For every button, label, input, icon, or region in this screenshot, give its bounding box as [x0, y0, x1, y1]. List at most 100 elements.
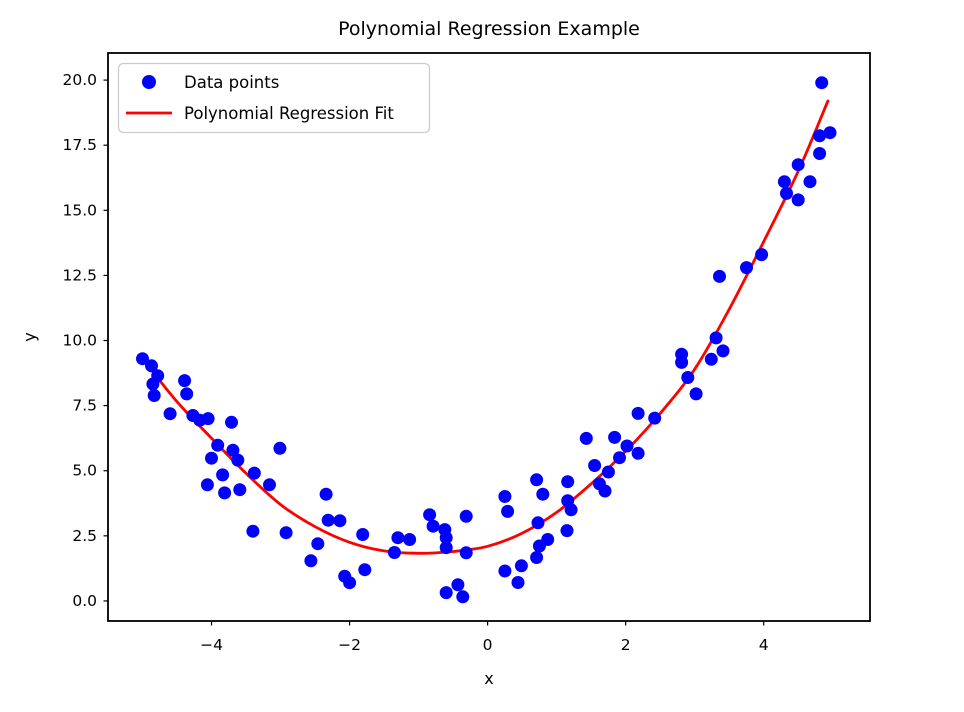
data-point	[514, 559, 528, 573]
data-point	[273, 441, 287, 455]
data-point	[791, 193, 805, 207]
data-point	[321, 513, 335, 527]
data-point	[815, 76, 829, 90]
data-point	[180, 387, 194, 401]
data-point	[451, 578, 465, 592]
data-point	[813, 147, 827, 160]
data-point	[226, 443, 240, 457]
x-tick-label: 4	[759, 636, 769, 654]
y-tick-label: 15.0	[62, 201, 97, 219]
data-point	[218, 486, 232, 500]
y-tick-label: 5.0	[72, 462, 97, 480]
data-point	[498, 490, 512, 503]
data-point	[459, 509, 473, 523]
data-point	[423, 508, 437, 522]
data-point	[564, 503, 578, 517]
data-point	[823, 126, 837, 140]
y-tick-label: 20.0	[62, 71, 97, 89]
data-point	[613, 451, 626, 465]
data-point	[247, 466, 261, 480]
data-point	[387, 546, 401, 559]
data-point	[560, 524, 574, 538]
data-point	[648, 411, 662, 425]
data-point	[343, 576, 357, 590]
legend: Data points Polynomial Regression Fit	[117, 62, 431, 134]
data-point	[225, 415, 238, 429]
data-point	[791, 158, 805, 172]
data-point	[530, 473, 544, 487]
data-point	[704, 352, 718, 366]
x-tick-label: −2	[338, 636, 361, 654]
data-point	[631, 446, 645, 460]
data-point	[147, 389, 161, 402]
legend-box	[117, 62, 431, 134]
data-point	[498, 564, 512, 578]
plot-area	[108, 53, 870, 621]
data-point	[178, 374, 192, 388]
data-point	[246, 524, 260, 538]
data-point	[304, 554, 318, 568]
legend-label-data-points: Data points	[184, 73, 279, 92]
data-point	[511, 576, 525, 589]
data-point	[456, 590, 470, 604]
x-tick-label: 2	[621, 636, 631, 654]
data-point	[211, 438, 225, 452]
data-point	[136, 352, 149, 366]
data-point	[588, 459, 602, 472]
y-tick-label: 0.0	[72, 592, 97, 610]
chart-title: Polynomial Regression Example	[338, 18, 640, 40]
scatter-points-group	[136, 76, 837, 604]
x-tick-label: −4	[200, 636, 223, 654]
data-point	[439, 586, 453, 600]
data-point	[681, 371, 695, 384]
data-point	[689, 387, 703, 401]
data-point	[608, 430, 622, 444]
data-point	[151, 369, 165, 383]
data-point	[713, 269, 726, 283]
data-point	[803, 175, 817, 189]
y-axis-ticks: 0.0 2.5 5.0 7.5 10.0 12.5 15.0 17.5 20.0	[62, 71, 108, 610]
data-point	[579, 431, 593, 445]
data-point	[530, 551, 544, 564]
data-point	[163, 407, 177, 421]
data-point	[356, 528, 370, 541]
data-point	[780, 186, 793, 200]
data-point	[601, 465, 615, 479]
legend-marker-data-points-icon	[142, 75, 156, 89]
data-point	[216, 468, 230, 482]
legend-label-regression-fit: Polynomial Regression Fit	[184, 104, 394, 123]
x-axis-ticks: −4 −2 0 2 4	[200, 621, 769, 654]
data-point	[716, 344, 730, 358]
data-point	[459, 546, 473, 560]
data-point	[531, 516, 545, 530]
y-tick-label: 2.5	[72, 527, 97, 545]
data-point	[755, 248, 769, 262]
data-point	[333, 514, 347, 528]
regression-line	[141, 99, 830, 555]
data-point	[426, 519, 440, 533]
y-tick-label: 7.5	[72, 397, 97, 415]
data-point	[200, 478, 214, 492]
data-point	[598, 484, 612, 498]
data-point	[501, 504, 515, 518]
data-point	[709, 331, 723, 345]
data-point	[813, 129, 827, 143]
data-point	[403, 533, 417, 546]
data-point	[631, 406, 645, 420]
y-axis-label: y	[20, 332, 39, 341]
regression-curve-group	[141, 99, 830, 555]
data-point	[263, 478, 276, 492]
data-point	[311, 537, 325, 551]
data-point	[561, 475, 575, 489]
data-point	[233, 483, 247, 497]
data-point	[541, 533, 555, 546]
x-axis-label: x	[484, 669, 493, 688]
y-tick-label: 12.5	[62, 266, 97, 284]
data-point	[439, 531, 453, 545]
data-point	[319, 487, 333, 501]
axes-frame	[107, 52, 871, 622]
y-tick-label: 10.0	[62, 332, 97, 350]
y-tick-label: 17.5	[62, 136, 97, 154]
